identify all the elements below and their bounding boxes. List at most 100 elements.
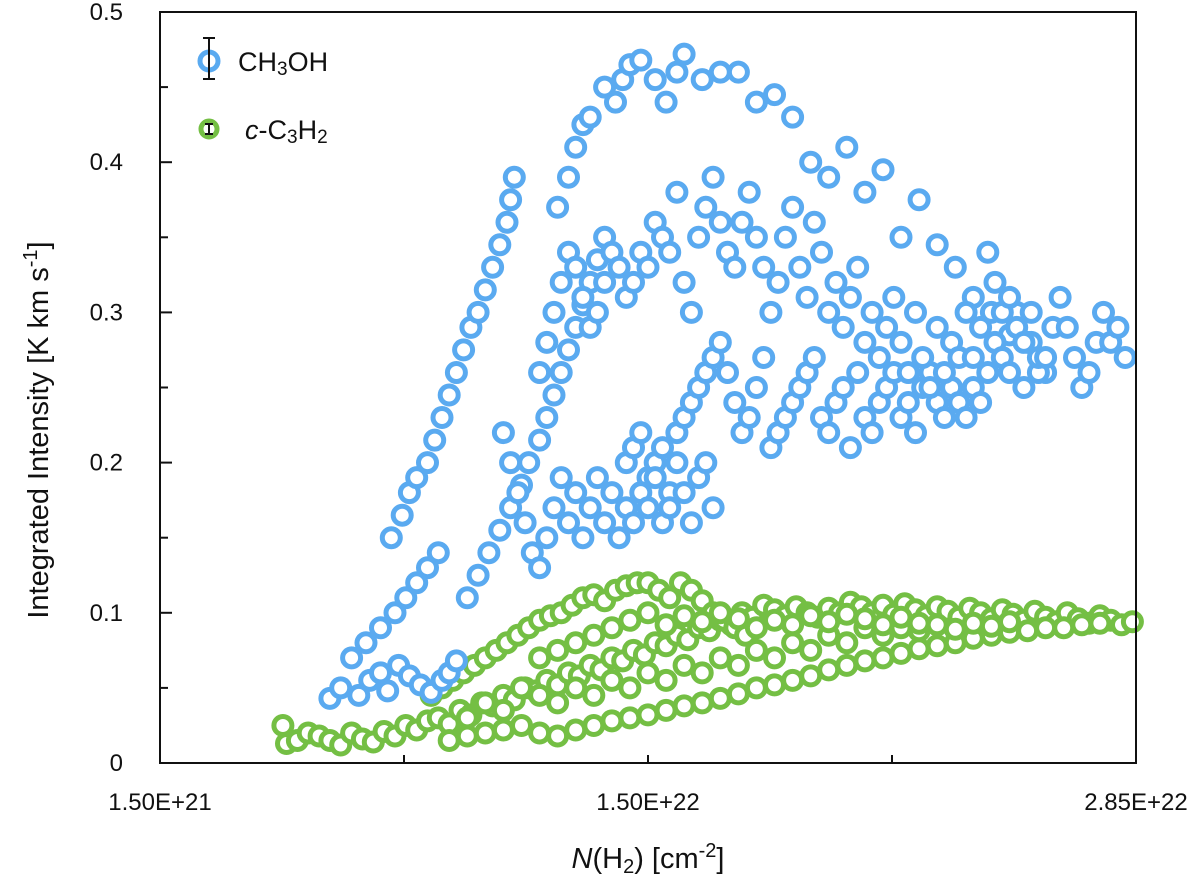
data-point-c3h2: [636, 703, 660, 727]
data-point-ch3oh: [528, 556, 552, 580]
data-point-ch3oh: [932, 406, 956, 429]
data-point-ch3oh: [405, 571, 429, 595]
data-point-ch3oh: [723, 255, 747, 279]
data-point-ch3oh: [376, 679, 400, 703]
data-point-ch3oh: [340, 646, 364, 670]
data-point-c3h2: [763, 646, 786, 670]
data-point-ch3oh: [502, 165, 526, 189]
data-point-ch3oh: [896, 391, 920, 414]
data-point-ch3oh: [578, 105, 602, 129]
y-tick-label: 0.1: [90, 600, 123, 627]
data-point-c3h2: [546, 691, 570, 715]
data-point-c3h2: [708, 686, 732, 710]
data-point-ch3oh: [1113, 346, 1137, 369]
data-point-c3h2: [871, 646, 895, 670]
data-point-ch3oh: [549, 466, 573, 490]
data-point-ch3oh: [925, 233, 949, 257]
data-point-ch3oh: [383, 601, 407, 625]
legend-errorbar-icon: [203, 37, 215, 80]
data-point-ch3oh: [976, 240, 1000, 264]
data-point-ch3oh: [788, 255, 812, 279]
data-point-c3h2: [672, 694, 696, 718]
data-point-c3h2: [528, 646, 552, 670]
data-point-c3h2: [510, 676, 533, 700]
data-point-c3h2: [889, 641, 913, 665]
data-point-ch3oh: [672, 270, 696, 294]
data-point-c3h2: [781, 631, 805, 655]
data-point-ch3oh: [799, 150, 823, 174]
data-point-c3h2: [600, 668, 624, 692]
data-point-c3h2: [799, 604, 823, 628]
data-point-c3h2: [943, 617, 967, 641]
data-point-ch3oh: [535, 406, 559, 429]
legend-item-ch3oh: CH3OH: [197, 37, 328, 80]
data-point-ch3oh: [875, 315, 899, 339]
data-point-ch3oh: [889, 330, 913, 354]
data-point-ch3oh: [998, 285, 1021, 309]
data-point-ch3oh: [643, 466, 667, 490]
data-point-c3h2: [889, 605, 913, 629]
data-point-ch3oh: [651, 436, 674, 460]
data-point-ch3oh: [528, 428, 552, 452]
data-point-ch3oh: [690, 68, 714, 92]
data-point-ch3oh: [907, 188, 931, 212]
data-point-ch3oh: [557, 511, 580, 535]
data-point-ch3oh: [716, 361, 739, 384]
data-point-c3h2: [998, 610, 1021, 634]
data-point-c3h2: [690, 610, 714, 634]
data-point-ch3oh: [466, 563, 490, 587]
data-point-c3h2: [708, 646, 732, 670]
data-point-c3h2: [835, 602, 859, 626]
data-point-ch3oh: [708, 330, 732, 354]
data-point-c3h2: [618, 706, 642, 730]
data-point-c3h2: [618, 676, 642, 700]
data-point-c3h2: [979, 614, 1003, 638]
data-point-ch3oh: [499, 451, 523, 475]
data-point-ch3oh: [542, 383, 566, 407]
data-point-ch3oh: [759, 300, 783, 324]
data-point-c3h2: [925, 634, 949, 658]
data-point-ch3oh: [347, 683, 371, 707]
data-point-c3h2: [1034, 616, 1058, 640]
data-point-c3h2: [726, 607, 750, 631]
data-point-ch3oh: [889, 225, 913, 249]
data-point-ch3oh: [578, 496, 602, 520]
data-point-ch3oh: [853, 180, 877, 204]
data-point-ch3oh: [679, 511, 703, 535]
data-point-c3h2: [1088, 611, 1112, 635]
data-point-c3h2: [763, 608, 786, 632]
data-point-ch3oh: [593, 75, 617, 99]
data-point-ch3oh: [513, 511, 537, 535]
data-point-ch3oh: [766, 270, 790, 294]
data-point-ch3oh: [1106, 315, 1130, 339]
data-point-ch3oh: [636, 255, 660, 279]
data-point-c3h2: [564, 676, 588, 700]
x-tick-label: 1.50E+22: [596, 789, 699, 816]
data-point-ch3oh: [998, 361, 1021, 384]
data-point-ch3oh: [860, 300, 884, 324]
data-point-ch3oh: [954, 300, 978, 324]
data-point-ch3oh: [549, 361, 573, 384]
data-point-c3h2: [654, 698, 678, 722]
data-point-ch3oh: [1077, 361, 1101, 384]
data-point-ch3oh: [795, 285, 819, 309]
data-point-ch3oh: [557, 338, 580, 362]
data-point-ch3oh: [961, 346, 985, 369]
data-point-ch3oh: [593, 511, 617, 535]
data-point-ch3oh: [781, 195, 805, 219]
data-point-ch3oh: [665, 451, 689, 475]
data-point-ch3oh: [737, 406, 761, 429]
data-point-ch3oh: [726, 60, 750, 84]
data-point-ch3oh: [824, 270, 848, 294]
data-point-c3h2: [618, 608, 642, 632]
data-point-c3h2: [491, 698, 515, 722]
data-point-c3h2: [726, 682, 750, 706]
data-point-c3h2: [528, 721, 552, 745]
data-point-ch3oh: [477, 541, 501, 565]
data-point-c3h2: [835, 653, 859, 677]
data-point-ch3oh: [744, 225, 768, 249]
data-point-c3h2: [546, 724, 570, 748]
data-point-ch3oh: [495, 210, 519, 234]
data-point-ch3oh: [571, 526, 595, 550]
data-point-ch3oh: [708, 60, 732, 84]
